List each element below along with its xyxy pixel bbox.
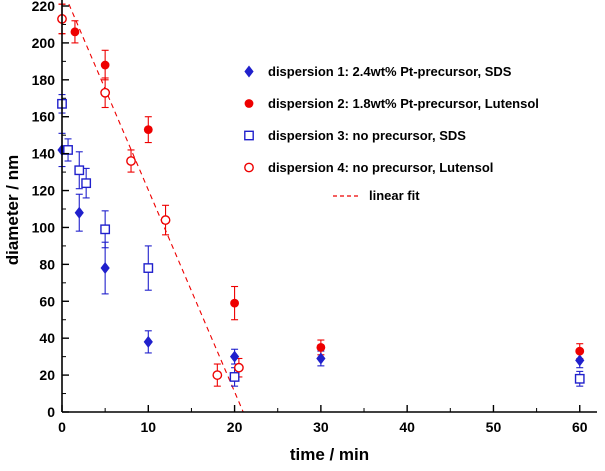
y-tick-label: 140 <box>32 146 56 162</box>
data-point-marker <box>63 145 73 155</box>
data-point-marker <box>143 335 153 348</box>
data-point-marker <box>70 27 80 37</box>
y-tick-label: 100 <box>32 219 56 235</box>
y-tick-label: 20 <box>39 367 55 383</box>
circle-open-icon <box>236 160 262 175</box>
data-point-marker <box>229 350 240 363</box>
y-tick-label: 0 <box>47 404 55 420</box>
legend-item: dispersion 1: 2.4wt% Pt-precursor, SDS <box>236 63 539 80</box>
legend: dispersion 1: 2.4wt% Pt-precursor, SDS di… <box>236 63 539 219</box>
legend-item: dispersion 3: no precursor, SDS <box>236 127 539 144</box>
data-point-marker <box>143 263 154 273</box>
data-point-marker <box>212 370 223 380</box>
x-tick-label: 30 <box>313 419 329 435</box>
data-point-marker <box>316 343 326 352</box>
data-point-marker <box>229 372 240 382</box>
x-tick-label: 60 <box>572 419 588 435</box>
data-point-marker <box>126 156 136 166</box>
fit-line <box>68 3 244 413</box>
y-tick-label: 80 <box>39 256 55 272</box>
data-point-marker <box>575 354 585 367</box>
data-point-marker <box>100 224 111 235</box>
legend-label: dispersion 4: no precursor, Lutensol <box>268 160 494 175</box>
data-point-marker <box>74 206 84 219</box>
data-point-marker <box>244 162 254 173</box>
data-point-marker <box>100 262 110 275</box>
data-point-marker <box>316 352 326 365</box>
square-open-icon <box>236 128 262 143</box>
y-tick-label: 60 <box>39 293 55 309</box>
diamond-filled-icon <box>236 64 262 79</box>
legend-label: dispersion 1: 2.4wt% Pt-precursor, SDS <box>268 64 512 79</box>
y-tick-label: 220 <box>32 0 56 14</box>
circle-filled-icon <box>236 96 262 111</box>
data-point-marker <box>244 99 254 108</box>
y-tick-label: 160 <box>32 109 56 125</box>
data-point-marker <box>74 165 85 176</box>
data-point-marker <box>575 346 585 356</box>
data-point-marker <box>233 362 244 373</box>
data-point-marker <box>574 373 585 384</box>
x-tick-label: 20 <box>227 419 243 435</box>
y-tick-label: 180 <box>32 72 56 88</box>
dashed-line-icon <box>331 188 363 203</box>
y-tick-label: 40 <box>39 330 55 346</box>
data-point-marker <box>230 298 239 308</box>
y-tick-label: 200 <box>32 35 56 51</box>
data-point-marker <box>244 65 254 78</box>
data-point-marker <box>100 87 111 98</box>
y-tick-label: 120 <box>32 183 56 199</box>
data-point-marker <box>81 178 92 189</box>
legend-item-linear-fit: linear fit <box>236 187 539 204</box>
data-point-marker <box>160 215 171 225</box>
x-tick-label: 50 <box>486 419 502 435</box>
x-tick-label: 0 <box>58 419 66 435</box>
data-point-marker <box>244 130 254 141</box>
legend-item: dispersion 2: 1.8wt% Pt-precursor, Luten… <box>236 95 539 112</box>
x-tick-label: 40 <box>399 419 415 435</box>
data-point-marker <box>100 60 110 70</box>
legend-label: linear fit <box>369 188 420 203</box>
data-point-marker <box>143 125 153 135</box>
legend-item: dispersion 4: no precursor, Lutensol <box>236 159 539 176</box>
x-axis-title: time / min <box>289 445 370 464</box>
legend-label: dispersion 2: 1.8wt% Pt-precursor, Luten… <box>268 96 539 111</box>
y-axis-title: diameter / nm <box>3 154 22 266</box>
x-tick-label: 10 <box>141 419 157 435</box>
legend-label: dispersion 3: no precursor, SDS <box>268 128 466 143</box>
